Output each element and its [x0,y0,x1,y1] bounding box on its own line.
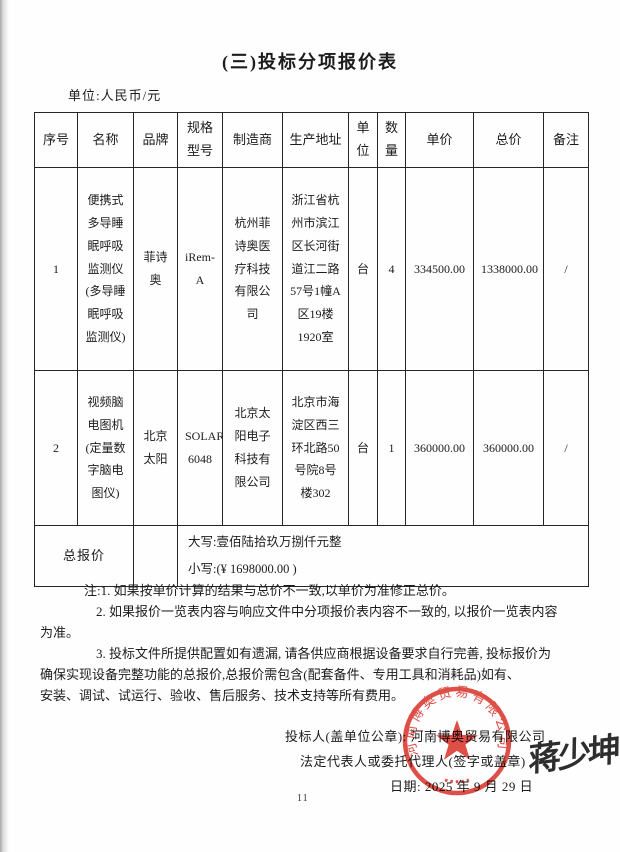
note-line: 2. 如果报价一览表内容与响应文件中分项报价表内容不一致的, 以报价一览表内容 [96,604,558,619]
cell-qty: 4 [377,167,406,371]
header-unit: 单位 [348,112,378,168]
cell-remark: / [543,370,589,526]
total-amount-words: 大写:壹佰陆拾玖万捌仟元整 [188,535,342,550]
total-empty-cell [133,525,178,587]
cell-total-price: 360000.00 [473,370,544,526]
cell-address: 北京市海淀区西三环北路50号院8号楼302 [282,370,349,526]
cell-seq: 1 [34,167,78,371]
total-label: 总报价 [34,525,134,587]
total-row: 总报价 大写:壹佰陆拾玖万捌仟元整 小写:(¥ 1698000.00 ) [34,525,589,587]
header-name: 名称 [77,112,134,168]
note-line: 安装、调试、试运行、验收、售后服务、技术支持等所有费用。 [40,688,405,703]
table-row: 1 便携式多导睡眠呼吸监测仪(多导睡眠呼吸监测仪) 菲诗奥 iRem-A 杭州菲… [34,167,589,371]
header-seq: 序号 [34,112,78,168]
header-model: 规格型号 [177,112,223,168]
header-remark: 备注 [543,112,589,168]
cell-remark: / [543,167,589,371]
header-address: 生产地址 [282,112,349,168]
cell-unit: 台 [348,167,378,371]
cell-name: 视频脑电图机(定量数字脑电图仪) [77,370,134,526]
cell-brand: 菲诗奥 [133,167,178,371]
header-brand: 品牌 [133,112,178,168]
currency-unit-label: 单位:人民币/元 [68,88,162,103]
cell-address: 浙江省杭州市滨江区长河街道江二路57号1幢A区19楼1920室 [282,167,349,371]
table-row: 2 视频脑电图机(定量数字脑电图仪) 北京太阳 SOLAR 6048 北京太阳电… [34,370,589,526]
table-header-row: 序号 名称 品牌 规格型号 制造商 生产地址 单位 数量 单价 总价 备注 [34,112,589,168]
bid-price-table: 序号 名称 品牌 规格型号 制造商 生产地址 单位 数量 单价 总价 备注 1 … [34,112,589,587]
note-line: 确保实现设备完整功能的总报价,总报价需包含(配套备件、专用工具和消耗品)如有、 [40,667,520,682]
page-title: (三)投标分项报价表 [222,52,398,72]
cell-qty: 1 [377,370,406,526]
header-qty: 数量 [377,112,406,168]
cell-manufacturer: 杭州菲诗奥医疗科技有限公司 [222,167,283,371]
page-number: 11 [297,793,309,804]
notes-block: 注:1. 如果按单价计算的结果与总价不一致,以单价为准修正总价。 2. 如果报价… [40,580,588,706]
cell-model: SOLAR 6048 [177,370,223,526]
stamp-star-icon [436,720,478,760]
cell-brand: 北京太阳 [133,370,178,526]
note-line: 注:1. 如果按单价计算的结果与总价不一致,以单价为准修正总价。 [84,583,455,598]
bidder-signature-line: 投标人(盖单位公章): 河南博奥贸易有限公司 [285,729,546,744]
header-unit-price: 单价 [405,112,474,168]
stamp-circle [402,686,512,796]
total-amounts-cell: 大写:壹佰陆拾玖万捌仟元整 小写:(¥ 1698000.00 ) [177,525,589,587]
header-total-price: 总价 [473,112,544,168]
total-amount-figures: 小写:(¥ 1698000.00 ) [188,562,297,576]
note-line: 为准。 [40,625,80,640]
cell-name: 便携式多导睡眠呼吸监测仪(多导睡眠呼吸监测仪) [77,167,134,371]
scan-edge-shadow [0,0,9,852]
cell-unit-price: 334500.00 [405,167,474,371]
cell-seq: 2 [34,370,78,526]
stamp-bottom-code [444,778,470,784]
header-manufacturer: 制造商 [222,112,283,168]
cell-unit-price: 360000.00 [405,370,474,526]
cell-unit: 台 [348,370,378,526]
cell-manufacturer: 北京太阳电子科技有限公司 [222,370,283,526]
company-seal-stamp: 河南博奥贸易有限公司 [402,684,512,796]
note-line: 3. 投标文件所提供配置如有遗漏, 请各供应商根据设备要求自行完善, 投标报价为 [96,646,552,661]
cell-model: iRem-A [177,167,223,371]
cell-total-price: 1338000.00 [473,167,544,371]
